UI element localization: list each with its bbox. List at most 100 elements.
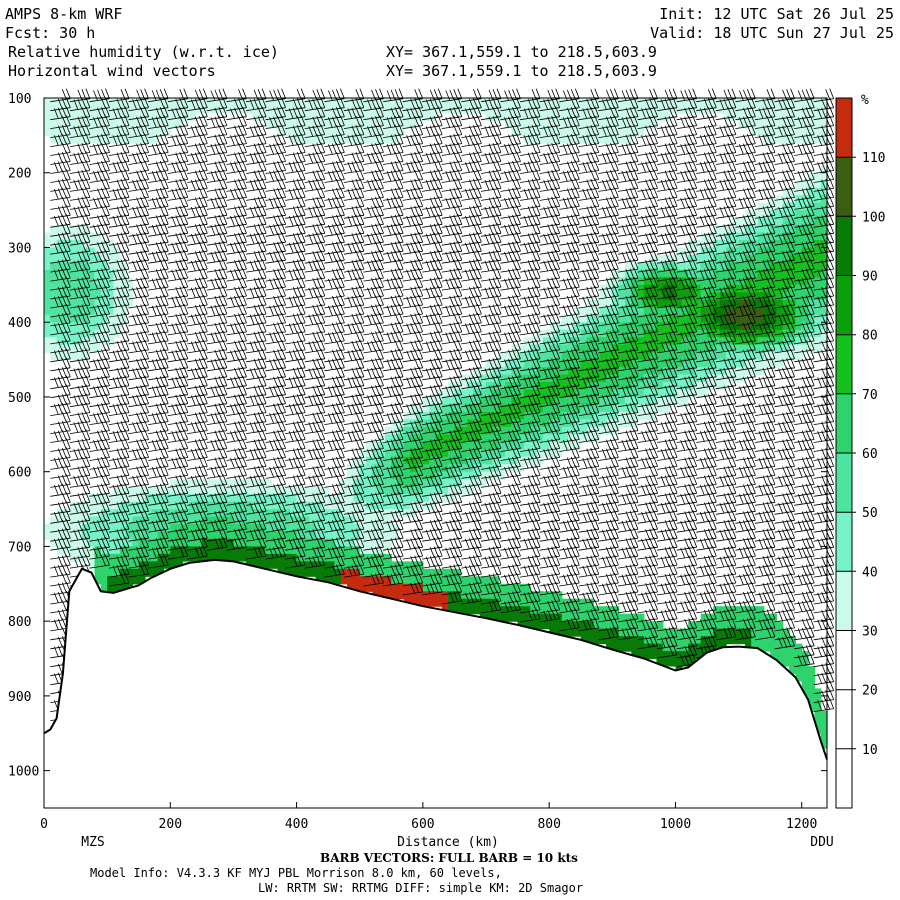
rh-cell xyxy=(328,576,336,585)
wind-barb xyxy=(128,276,149,291)
rh-cell xyxy=(536,127,544,136)
rh-cell xyxy=(498,434,506,443)
rh-cell xyxy=(88,254,96,263)
wind-barb xyxy=(637,214,658,228)
rh-cell xyxy=(81,240,89,249)
rh-cell xyxy=(366,516,373,525)
rh-cell xyxy=(189,546,197,555)
rh-cell xyxy=(107,262,115,271)
rh-cell xyxy=(62,262,70,271)
rh-cell xyxy=(252,524,260,533)
wind-barb xyxy=(324,348,345,363)
rh-cell xyxy=(88,337,96,346)
wind-barb xyxy=(324,223,345,237)
rh-cell xyxy=(44,127,51,136)
wind-barb xyxy=(520,321,541,336)
wind-barb xyxy=(108,178,130,192)
rh-cell xyxy=(435,591,443,600)
rh-cell xyxy=(814,292,822,301)
rh-cell xyxy=(56,225,64,234)
rh-cell xyxy=(688,651,696,660)
wind-barb xyxy=(187,250,208,264)
wind-barb xyxy=(402,402,424,416)
rh-cell xyxy=(328,524,336,533)
wind-barb xyxy=(500,411,521,425)
wind-barb xyxy=(578,402,600,416)
wind-barb xyxy=(50,187,71,201)
rh-cell xyxy=(536,135,544,144)
wind-barb xyxy=(480,312,502,327)
wind-barb xyxy=(578,608,600,623)
wind-barb xyxy=(578,429,600,443)
wind-barb xyxy=(304,178,326,192)
rh-cell xyxy=(334,524,342,533)
rh-cell xyxy=(302,501,310,510)
wind-barb xyxy=(285,232,306,246)
rh-cell xyxy=(637,613,645,622)
rh-cell xyxy=(50,344,58,353)
wind-barb xyxy=(206,357,228,372)
rh-cell xyxy=(820,180,828,189)
rh-cell xyxy=(656,112,664,121)
wind-barb xyxy=(578,294,600,309)
wind-barb xyxy=(422,223,443,237)
rh-cell xyxy=(170,546,178,555)
rh-cell xyxy=(372,538,380,547)
wind-barb xyxy=(520,348,541,363)
wind-barb xyxy=(148,142,169,156)
rh-cell xyxy=(385,501,392,510)
rh-cell xyxy=(372,509,380,518)
wind-barb xyxy=(167,124,189,138)
wind-barb xyxy=(50,321,71,336)
rh-cell xyxy=(770,284,778,293)
rh-cell xyxy=(643,367,651,376)
wind-barb xyxy=(441,375,463,390)
rh-cell xyxy=(599,120,607,129)
rh-cell xyxy=(429,598,437,607)
rh-cell xyxy=(795,314,803,323)
rh-cell xyxy=(290,516,298,525)
rh-cell xyxy=(726,105,733,114)
rh-cell xyxy=(624,344,632,353)
rh-cell xyxy=(713,269,721,278)
rh-cell xyxy=(258,105,266,114)
rh-cell xyxy=(88,127,96,136)
rh-cell xyxy=(587,636,594,645)
wind-barb xyxy=(89,133,110,147)
rh-cell xyxy=(94,254,102,263)
rh-cell xyxy=(195,531,203,540)
wind-barb xyxy=(69,303,91,318)
rh-cell xyxy=(650,344,658,353)
wind-barb xyxy=(383,169,404,183)
wind-barb xyxy=(402,563,424,578)
rh-cell xyxy=(62,531,70,540)
rh-cell xyxy=(517,613,525,622)
wind-barb xyxy=(441,276,463,291)
wind-barb xyxy=(89,402,110,416)
rh-cell xyxy=(397,127,405,136)
rh-cell xyxy=(795,269,803,278)
rh-cell xyxy=(820,232,828,241)
wind-barb xyxy=(402,241,424,255)
rh-cell xyxy=(239,524,247,533)
wind-barb xyxy=(50,133,71,147)
wind-barb xyxy=(50,393,71,408)
rh-cell xyxy=(776,628,784,637)
rh-cell xyxy=(713,621,721,630)
rh-cell xyxy=(795,673,803,682)
wind-barb xyxy=(402,501,424,515)
wind-barb xyxy=(363,339,384,354)
rh-cell xyxy=(486,98,493,107)
rh-cell xyxy=(290,561,298,570)
rh-cell xyxy=(757,232,765,241)
rh-cell xyxy=(744,606,752,615)
rh-cell xyxy=(410,449,418,458)
rh-cell xyxy=(416,576,424,585)
wind-barb xyxy=(206,411,228,425)
rh-cell xyxy=(50,277,58,286)
rh-cell xyxy=(536,404,544,413)
rh-cell xyxy=(599,112,607,121)
rh-cell xyxy=(719,269,727,278)
rh-cell xyxy=(220,486,228,495)
rh-cell xyxy=(624,127,632,136)
